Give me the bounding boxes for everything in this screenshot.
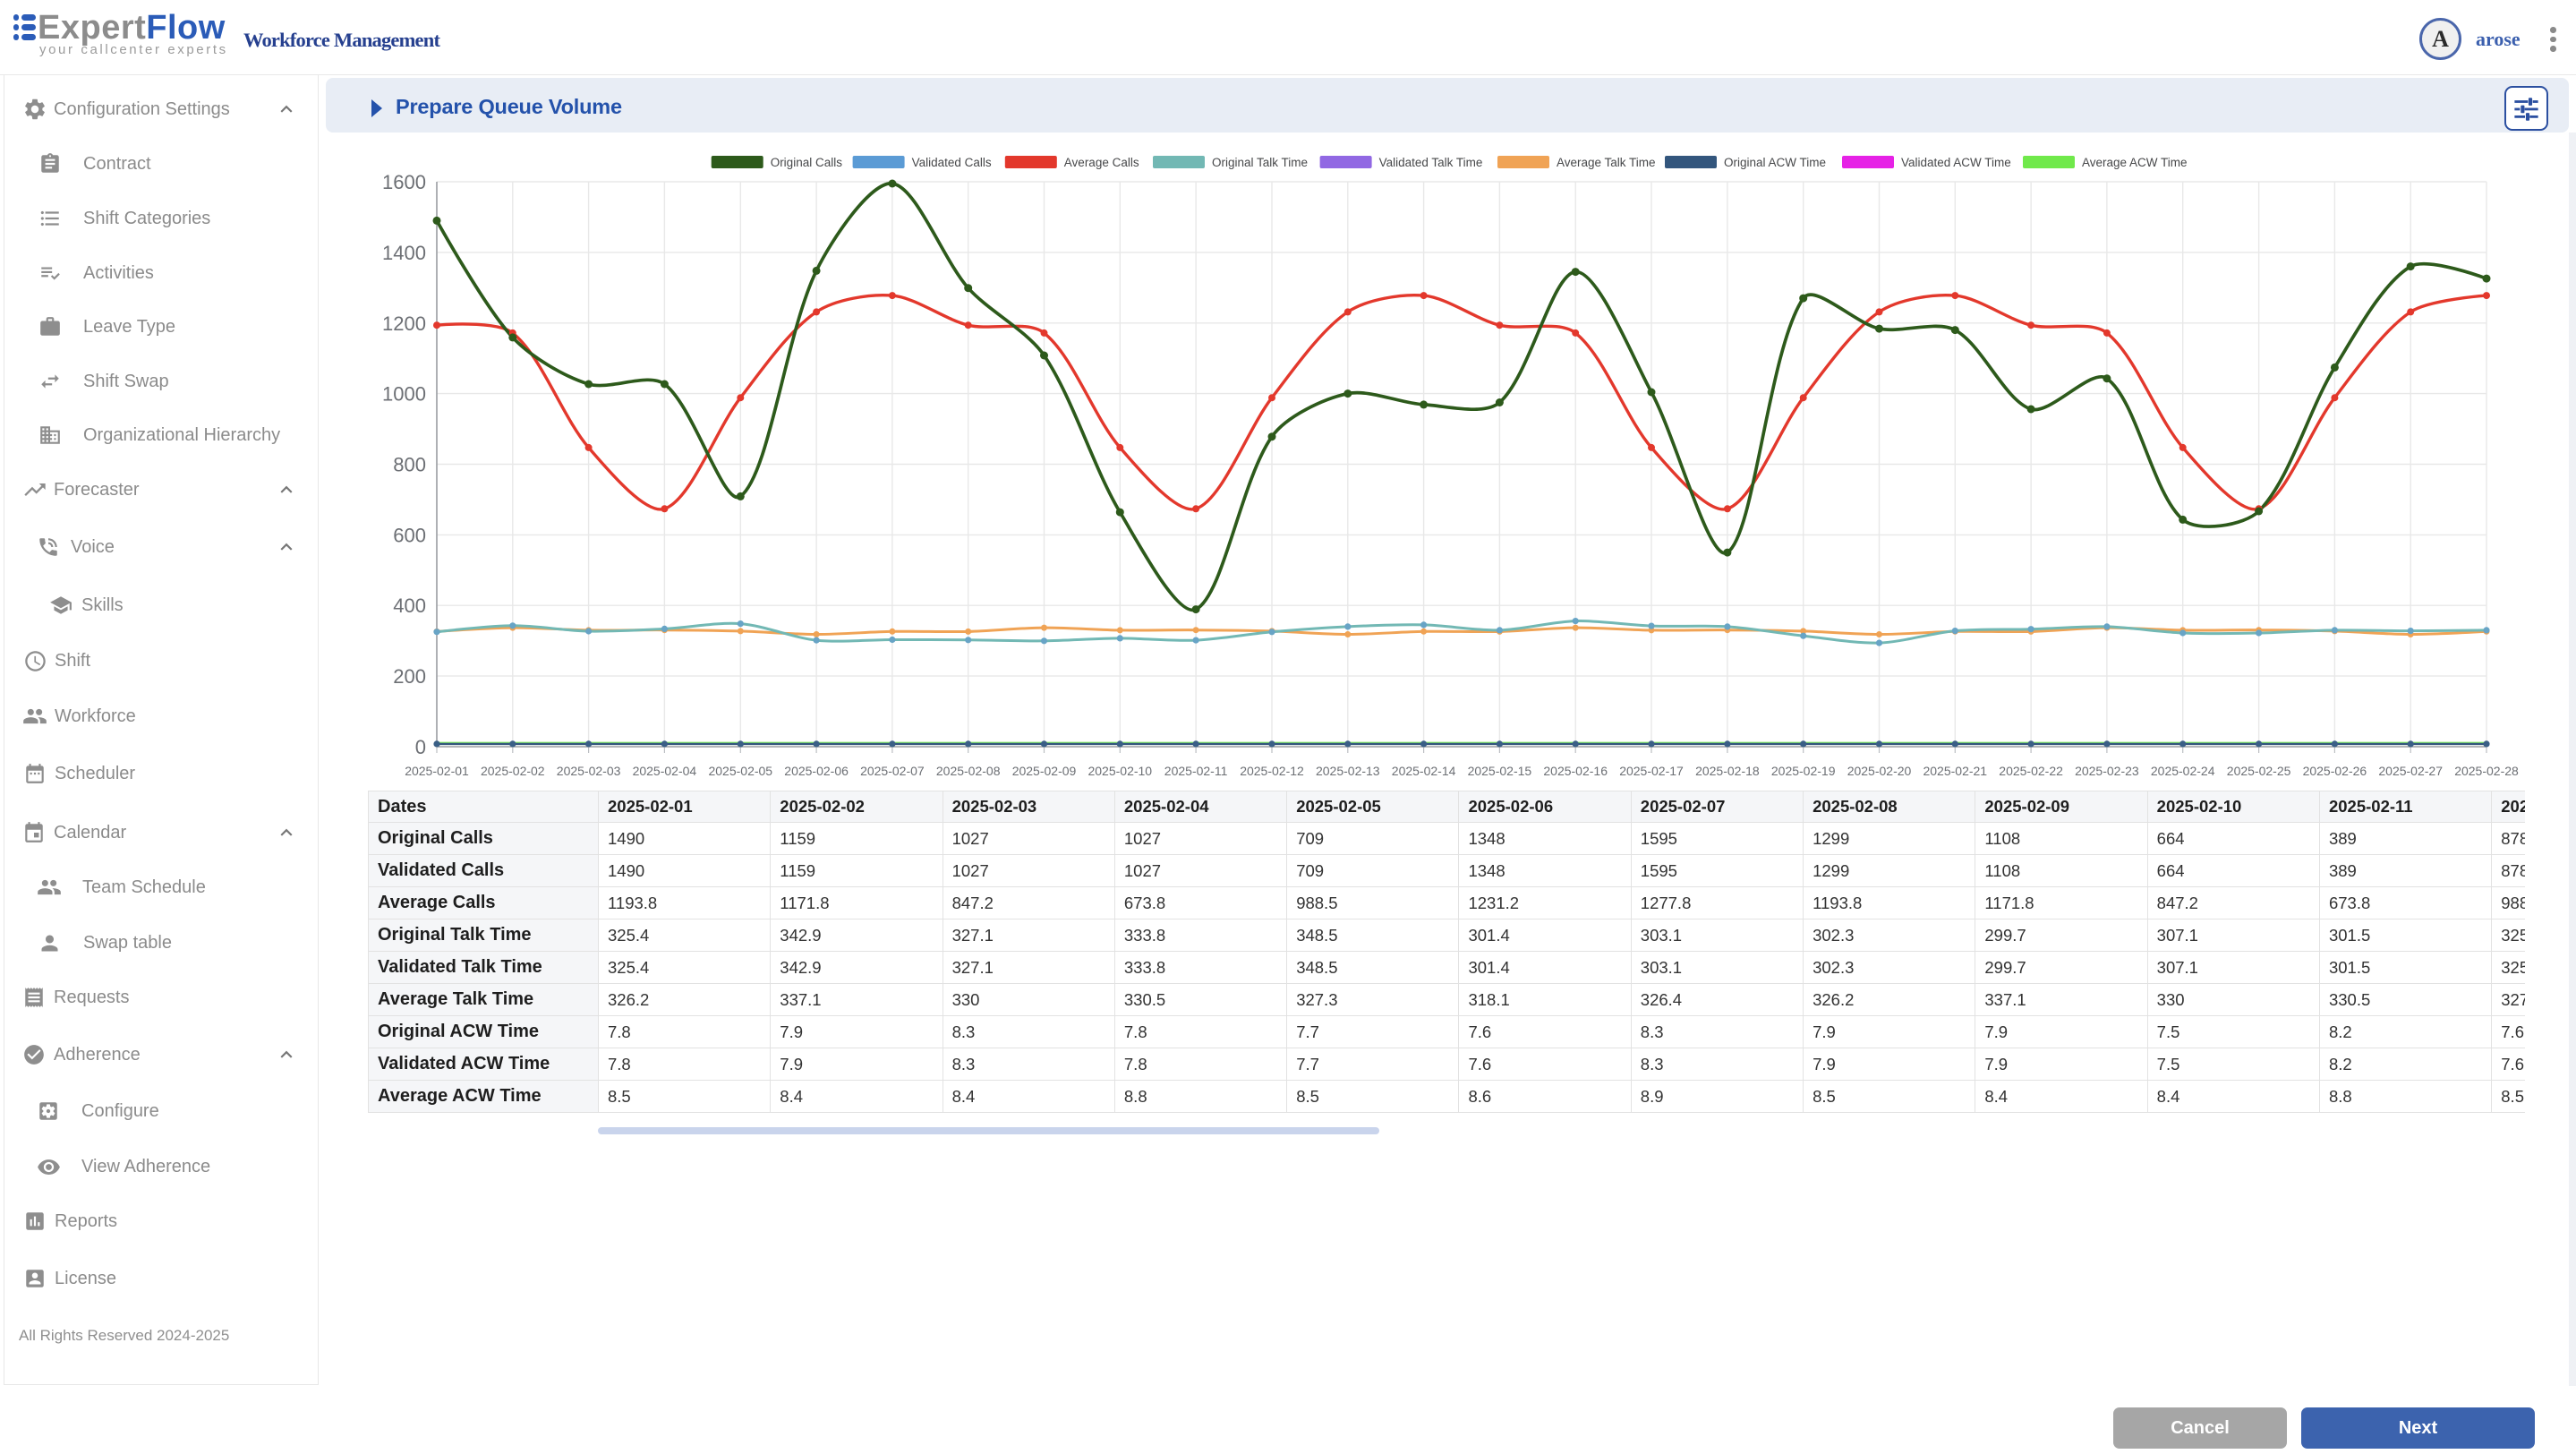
svg-text:Original Talk Time: Original Talk Time bbox=[1212, 156, 1308, 169]
svg-text:1200: 1200 bbox=[382, 312, 426, 335]
svg-text:Validated Talk Time: Validated Talk Time bbox=[1379, 156, 1483, 169]
svg-text:2025-02-08: 2025-02-08 bbox=[936, 764, 1001, 778]
svg-text:2025-02-07: 2025-02-07 bbox=[860, 764, 925, 778]
svg-text:2025-02-12: 2025-02-12 bbox=[1240, 764, 1304, 778]
svg-text:2025-02-22: 2025-02-22 bbox=[1999, 764, 2063, 778]
svg-text:1400: 1400 bbox=[382, 242, 426, 264]
svg-text:Average Calls: Average Calls bbox=[1064, 156, 1139, 169]
svg-text:800: 800 bbox=[393, 454, 426, 476]
svg-text:600: 600 bbox=[393, 524, 426, 546]
svg-text:Original ACW Time: Original ACW Time bbox=[1724, 156, 1826, 169]
svg-text:2025-02-27: 2025-02-27 bbox=[2378, 764, 2443, 778]
svg-text:2025-02-04: 2025-02-04 bbox=[633, 764, 697, 778]
svg-text:Validated Calls: Validated Calls bbox=[912, 156, 992, 169]
svg-text:Original Calls: Original Calls bbox=[771, 156, 843, 169]
svg-text:2025-02-10: 2025-02-10 bbox=[1088, 764, 1152, 778]
svg-text:2025-02-25: 2025-02-25 bbox=[2227, 764, 2291, 778]
svg-text:200: 200 bbox=[393, 665, 426, 688]
svg-text:2025-02-02: 2025-02-02 bbox=[481, 764, 545, 778]
svg-text:2025-02-13: 2025-02-13 bbox=[1316, 764, 1380, 778]
svg-text:Validated ACW Time: Validated ACW Time bbox=[1901, 156, 2011, 169]
svg-text:2025-02-26: 2025-02-26 bbox=[2303, 764, 2367, 778]
svg-text:0: 0 bbox=[415, 736, 426, 758]
svg-text:2025-02-06: 2025-02-06 bbox=[784, 764, 849, 778]
svg-text:2025-02-15: 2025-02-15 bbox=[1468, 764, 1532, 778]
svg-text:2025-02-28: 2025-02-28 bbox=[2454, 764, 2519, 778]
svg-text:2025-02-24: 2025-02-24 bbox=[2151, 764, 2215, 778]
svg-text:2025-02-19: 2025-02-19 bbox=[1771, 764, 1836, 778]
svg-text:2025-02-17: 2025-02-17 bbox=[1619, 764, 1684, 778]
svg-text:Average ACW Time: Average ACW Time bbox=[2082, 156, 2188, 169]
svg-text:2025-02-14: 2025-02-14 bbox=[1392, 764, 1456, 778]
svg-text:2025-02-16: 2025-02-16 bbox=[1543, 764, 1608, 778]
svg-text:2025-02-11: 2025-02-11 bbox=[1164, 764, 1228, 778]
svg-text:2025-02-01: 2025-02-01 bbox=[405, 764, 469, 778]
svg-text:2025-02-03: 2025-02-03 bbox=[557, 764, 621, 778]
svg-text:Average Talk Time: Average Talk Time bbox=[1557, 156, 1656, 169]
svg-text:2025-02-18: 2025-02-18 bbox=[1695, 764, 1760, 778]
svg-text:2025-02-21: 2025-02-21 bbox=[1923, 764, 1987, 778]
svg-text:2025-02-05: 2025-02-05 bbox=[708, 764, 772, 778]
svg-text:1000: 1000 bbox=[382, 383, 426, 406]
svg-text:2025-02-09: 2025-02-09 bbox=[1012, 764, 1077, 778]
svg-text:2025-02-23: 2025-02-23 bbox=[2075, 764, 2139, 778]
svg-text:2025-02-20: 2025-02-20 bbox=[1847, 764, 1912, 778]
svg-text:1600: 1600 bbox=[382, 171, 426, 193]
svg-text:400: 400 bbox=[393, 594, 426, 617]
